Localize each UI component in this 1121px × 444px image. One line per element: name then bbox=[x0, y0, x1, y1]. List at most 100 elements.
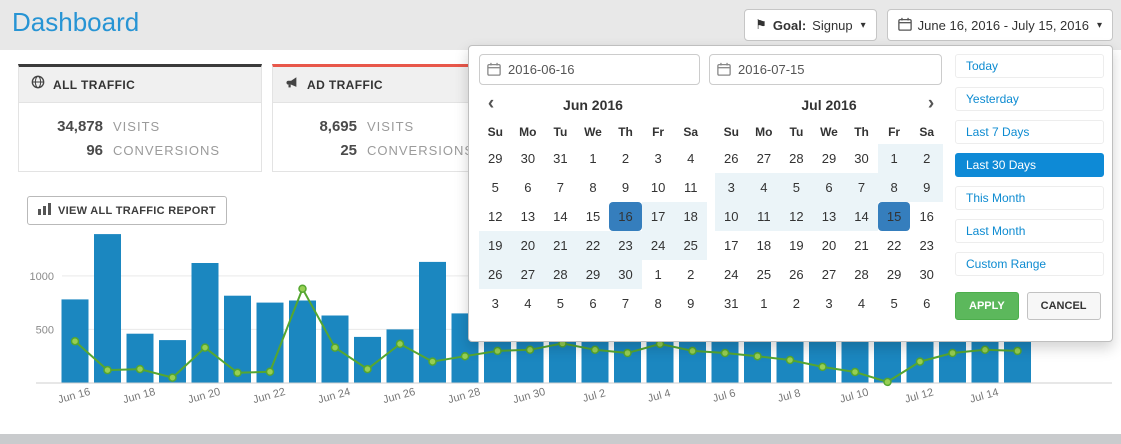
cancel-button[interactable]: CANCEL bbox=[1026, 292, 1101, 320]
calendar-day[interactable]: 21 bbox=[854, 238, 869, 253]
calendar-day[interactable]: 11 bbox=[747, 202, 781, 231]
calendar-day[interactable]: 28 bbox=[789, 151, 804, 166]
calendar-day[interactable]: 5 bbox=[890, 296, 898, 311]
calendar-day[interactable]: 27 bbox=[511, 260, 545, 289]
calendar-day[interactable]: 11 bbox=[683, 180, 698, 195]
calendar-day[interactable]: 5 bbox=[491, 180, 499, 195]
calendar-day[interactable]: 17 bbox=[724, 238, 739, 253]
calendar-day[interactable]: 14 bbox=[845, 202, 878, 231]
calendar-day[interactable]: 30 bbox=[919, 267, 934, 282]
calendar-day[interactable]: 1 bbox=[877, 144, 911, 173]
calendar-day[interactable]: 18 bbox=[674, 202, 707, 231]
calendar-day[interactable]: 16 bbox=[609, 202, 642, 231]
calendar-day[interactable]: 20 bbox=[511, 231, 545, 260]
calendar-day[interactable]: 22 bbox=[576, 231, 610, 260]
next-month-button[interactable]: › bbox=[927, 93, 935, 114]
calendar-day[interactable]: 5 bbox=[780, 173, 813, 202]
calendar-day[interactable]: 3 bbox=[654, 151, 662, 166]
calendar-day[interactable]: 4 bbox=[524, 296, 532, 311]
calendar-day[interactable]: 2 bbox=[621, 151, 630, 166]
calendar-day[interactable]: 28 bbox=[544, 260, 577, 289]
calendar-day[interactable]: 17 bbox=[641, 202, 675, 231]
range-option-last-30-days[interactable]: Last 30 Days bbox=[955, 153, 1104, 177]
calendar-day[interactable]: 31 bbox=[724, 296, 739, 311]
calendar-day[interactable]: 23 bbox=[919, 238, 934, 253]
calendar-day[interactable]: 13 bbox=[520, 209, 536, 224]
calendar-day[interactable]: 19 bbox=[479, 231, 512, 260]
calendar-day[interactable]: 25 bbox=[756, 267, 772, 282]
calendar-day[interactable]: 24 bbox=[641, 231, 675, 260]
calendar-day[interactable]: 9 bbox=[910, 173, 943, 202]
calendar-day[interactable]: 25 bbox=[674, 231, 707, 260]
calendar-day[interactable]: 12 bbox=[488, 209, 503, 224]
calendar-day[interactable]: 6 bbox=[923, 296, 931, 311]
calendar-day[interactable]: 31 bbox=[553, 151, 568, 166]
date-range-button[interactable]: June 16, 2016 - July 15, 2016 ▾ bbox=[886, 9, 1113, 41]
calendar-day[interactable]: 9 bbox=[687, 296, 695, 311]
calendar-day[interactable]: 20 bbox=[821, 238, 837, 253]
start-date-input[interactable] bbox=[479, 54, 700, 85]
calendar-day[interactable]: 29 bbox=[576, 260, 610, 289]
calendar-day[interactable]: 10 bbox=[715, 202, 748, 231]
calendar-day[interactable]: 1 bbox=[654, 267, 662, 282]
calendar-day[interactable]: 18 bbox=[756, 238, 772, 253]
calendar-day[interactable]: 27 bbox=[821, 267, 837, 282]
calendar-day[interactable]: 30 bbox=[854, 151, 869, 166]
calendar-day[interactable]: 2 bbox=[910, 144, 943, 173]
range-option-custom-range[interactable]: Custom Range bbox=[955, 252, 1104, 276]
calendar-day[interactable]: 29 bbox=[488, 151, 503, 166]
range-option-last-7-days[interactable]: Last 7 Days bbox=[955, 120, 1104, 144]
calendar-day[interactable]: 29 bbox=[821, 151, 837, 166]
calendar-day[interactable]: 8 bbox=[589, 180, 597, 195]
calendar-day[interactable]: 14 bbox=[553, 209, 568, 224]
calendar-day[interactable]: 4 bbox=[857, 296, 866, 311]
calendar-day[interactable]: 15 bbox=[585, 209, 601, 224]
calendar-day[interactable]: 7 bbox=[556, 180, 565, 195]
calendar-day[interactable]: 4 bbox=[687, 151, 695, 166]
calendar-day[interactable]: 1 bbox=[760, 296, 768, 311]
calendar-day[interactable]: 8 bbox=[654, 296, 662, 311]
calendar-day[interactable]: 9 bbox=[621, 180, 630, 195]
calendar-day[interactable]: 16 bbox=[919, 209, 934, 224]
range-option-yesterday[interactable]: Yesterday bbox=[955, 87, 1104, 111]
calendar-day[interactable]: 7 bbox=[621, 296, 630, 311]
calendar-day[interactable]: 6 bbox=[589, 296, 597, 311]
apply-button[interactable]: APPLY bbox=[955, 292, 1019, 320]
calendar-day[interactable]: 30 bbox=[609, 260, 642, 289]
calendar-day[interactable]: 30 bbox=[520, 151, 536, 166]
calendar-day[interactable]: 13 bbox=[812, 202, 846, 231]
calendar-day[interactable]: 3 bbox=[491, 296, 499, 311]
calendar-day[interactable]: 8 bbox=[877, 173, 911, 202]
calendar-day[interactable]: 4 bbox=[747, 173, 781, 202]
calendar-day[interactable]: 29 bbox=[886, 267, 902, 282]
calendar-day[interactable]: 6 bbox=[812, 173, 846, 202]
calendar-day[interactable]: 26 bbox=[724, 151, 739, 166]
calendar-day[interactable]: 10 bbox=[650, 180, 666, 195]
calendar-day[interactable]: 22 bbox=[886, 238, 902, 253]
range-option-last-month[interactable]: Last Month bbox=[955, 219, 1104, 243]
range-option-this-month[interactable]: This Month bbox=[955, 186, 1104, 210]
calendar-day[interactable]: 3 bbox=[715, 173, 748, 202]
calendar-day[interactable]: 26 bbox=[789, 267, 804, 282]
calendar-day[interactable]: 7 bbox=[845, 173, 878, 202]
calendar-day[interactable]: 19 bbox=[789, 238, 804, 253]
calendar-day[interactable]: 2 bbox=[687, 267, 695, 282]
calendar-day[interactable]: 5 bbox=[556, 296, 565, 311]
calendar-day[interactable]: 21 bbox=[544, 231, 577, 260]
calendar-day[interactable]: 2 bbox=[792, 296, 801, 311]
calendar-day[interactable]: 3 bbox=[825, 296, 833, 311]
goal-selector-button[interactable]: ⚑ Goal: Signup ▾ bbox=[744, 9, 877, 41]
end-date-input[interactable] bbox=[709, 54, 942, 85]
view-all-traffic-report-button[interactable]: VIEW ALL TRAFFIC REPORT bbox=[27, 196, 227, 225]
prev-month-button[interactable]: ‹ bbox=[487, 93, 495, 114]
range-option-today[interactable]: Today bbox=[955, 54, 1104, 78]
calendar-day[interactable]: 15 bbox=[877, 202, 911, 231]
calendar-day[interactable]: 6 bbox=[524, 180, 532, 195]
calendar-day[interactable]: 12 bbox=[780, 202, 813, 231]
calendar-day[interactable]: 24 bbox=[724, 267, 739, 282]
calendar-day[interactable]: 28 bbox=[854, 267, 869, 282]
calendar-day[interactable]: 1 bbox=[589, 151, 597, 166]
calendar-day[interactable]: 23 bbox=[609, 231, 642, 260]
calendar-day[interactable]: 27 bbox=[756, 151, 772, 166]
calendar-day[interactable]: 26 bbox=[479, 260, 512, 289]
